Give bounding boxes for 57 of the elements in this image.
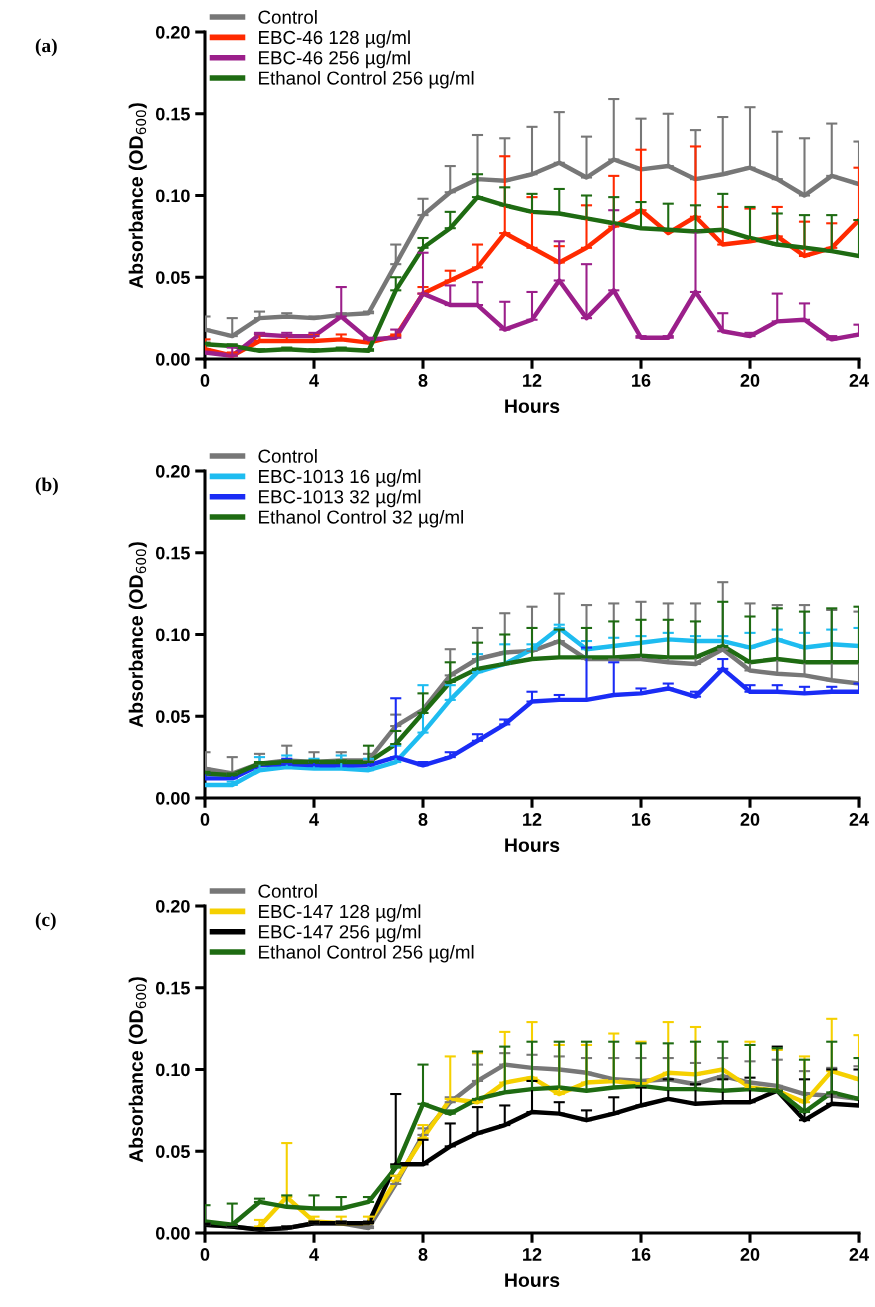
legend-label: EBC-147 256 µg/ml	[259, 924, 421, 943]
legend-label: Control	[258, 449, 317, 463]
legend-label: EBC-46 128 µg/ml	[259, 30, 410, 48]
x-tick-label: 0	[200, 813, 210, 826]
x-tick-label: 0	[200, 374, 210, 387]
y-axis-title: Absorbance (OD$_{600}$)	[128, 542, 147, 728]
y-tick-label: 0.05	[155, 710, 190, 723]
x-tick-label: 16	[632, 1248, 651, 1261]
x-tick-label: 8	[418, 1248, 428, 1261]
x-tick-label: 0	[200, 1248, 210, 1261]
y-tick-label: 0.20	[155, 25, 190, 39]
x-axis-title: Hours	[505, 399, 560, 414]
legend-label: Control	[258, 10, 317, 24]
legend-label: EBC-46 256 µg/ml	[259, 50, 410, 69]
x-tick-label: 12	[523, 374, 542, 387]
y-tick-label: 0.05	[155, 1145, 190, 1158]
legend-label: EBC-1013 16 µg/ml	[259, 469, 421, 487]
x-axis-title: Hours	[505, 1273, 560, 1288]
x-axis-title: Hours	[505, 838, 560, 853]
x-tick-label: 24	[849, 1248, 869, 1261]
y-tick-label: 0.20	[155, 464, 190, 478]
y-tick-label: 0.05	[155, 271, 190, 284]
x-tick-label: 24	[849, 374, 869, 387]
x-tick-label: 16	[632, 813, 651, 826]
text: (c)	[35, 912, 56, 931]
y-tick-label: 0.00	[155, 791, 190, 805]
y-axis-title: Absorbance (OD$_{600}$)	[128, 977, 147, 1163]
x-tick-label: 12	[523, 813, 542, 826]
y-tick-label: 0.20	[155, 899, 190, 913]
x-tick-label: 8	[418, 813, 428, 826]
x-tick-label: 4	[309, 813, 319, 826]
legend-label: Ethanol Control 32 µg/ml	[259, 509, 463, 528]
x-tick-label: 20	[740, 374, 760, 387]
x-tick-label: 20	[740, 1248, 760, 1261]
legend-label: Control	[258, 884, 317, 898]
x-tick-label: 20	[740, 813, 760, 826]
text: (a)	[35, 38, 57, 57]
y-tick-label: 0.00	[155, 1226, 190, 1240]
legend-label: EBC-1013 32 µg/ml	[259, 489, 421, 508]
x-tick-label: 24	[849, 813, 869, 826]
x-tick-label: 4	[309, 1248, 319, 1261]
y-tick-label: 0.15	[155, 981, 190, 995]
x-tick-label: 12	[523, 1248, 542, 1261]
y-tick-label: 0.10	[155, 189, 190, 203]
x-tick-label: 8	[418, 374, 428, 387]
legend-label: Ethanol Control 256 µg/ml	[259, 944, 474, 963]
x-tick-label: 16	[632, 374, 651, 387]
x-tick-label: 4	[309, 374, 319, 387]
y-tick-label: 0.00	[155, 352, 190, 366]
y-axis-title: Absorbance (OD$_{600}$)	[128, 103, 147, 289]
y-tick-label: 0.10	[155, 1063, 190, 1077]
legend-label: Ethanol Control 256 µg/ml	[259, 70, 474, 89]
legend-label: EBC-147 128 µg/ml	[259, 904, 421, 922]
y-tick-label: 0.10	[155, 628, 190, 642]
text: (b)	[35, 477, 58, 496]
y-tick-label: 0.15	[155, 107, 190, 121]
y-tick-label: 0.15	[155, 546, 190, 560]
